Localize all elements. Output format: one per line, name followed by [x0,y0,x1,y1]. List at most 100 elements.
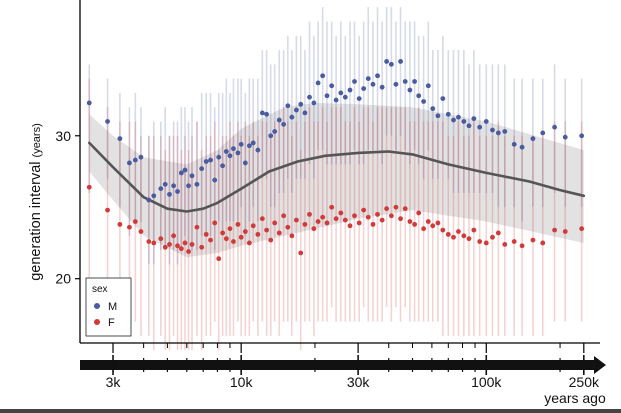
data-point-f [530,237,536,243]
data-point-m [430,106,436,112]
data-point-m [194,181,200,187]
trend-line [88,141,586,213]
data-point-f [398,216,403,222]
data-point-m [342,94,348,100]
data-point-f [393,204,399,210]
data-point-m [352,79,357,84]
data-point-f [511,239,517,244]
legend-label-f: F [108,317,115,329]
data-point-f [250,223,256,229]
data-point-f [440,227,446,233]
y-axis-label: generation interval(years) [28,123,44,281]
data-point-m [151,193,157,199]
data-point-m [272,129,278,134]
data-point-m [356,96,362,102]
data-point-m [167,191,172,197]
data-point-f [216,256,222,262]
data-point-m [388,61,394,67]
x-tick-label: 10k [230,374,254,390]
data-point-m [579,133,585,139]
data-point-f [361,207,367,213]
data-point-f [416,210,422,216]
data-point-m [220,163,226,169]
data-point-f [329,204,335,210]
data-point-f [451,234,456,240]
data-point-m [407,87,413,93]
data-point-m [162,181,168,187]
data-point-f [259,216,265,222]
data-point-m [268,133,274,139]
data-point-f [324,220,330,226]
data-point-f [298,250,304,256]
data-point-m [216,154,222,160]
data-point-f [189,241,195,247]
timeline-arrowhead [594,356,606,374]
legend-box [85,277,132,337]
data-point-f [158,236,164,242]
data-point-f [311,226,317,232]
data-point-f [425,219,431,224]
data-point-f [519,243,525,249]
data-point-m [445,111,451,117]
data-point-f [235,221,241,227]
x-tick-label: 3k [106,374,122,390]
data-point-m [264,111,270,117]
data-point-f [127,224,132,230]
data-point-m [379,84,385,90]
trend-layer [88,141,586,213]
data-point-m [451,117,456,123]
data-point-f [105,207,110,213]
data-point-f [456,229,461,234]
data-point-m [425,83,431,89]
data-point-f [208,237,213,243]
data-point-m [178,170,184,176]
data-point-f [502,241,508,247]
data-point-m [259,110,265,116]
data-point-m [186,183,191,189]
data-point-m [471,116,477,122]
data-point-m [208,157,213,163]
data-point-m [199,166,205,172]
data-point-m [182,167,188,173]
data-point-f [227,226,233,232]
data-point-f [246,240,252,246]
data-point-f [223,236,229,242]
data-point-f [186,249,191,254]
data-point-m [398,59,403,64]
data-point-m [189,173,195,179]
data-point-m [175,189,180,194]
data-point-m [311,100,317,106]
data-point-m [246,143,252,149]
data-point-m [132,157,138,163]
data-point-f [242,229,248,234]
data-point-f [342,217,348,223]
data-point-m [158,186,164,192]
data-point-f [302,221,308,227]
data-point-f [276,230,282,236]
data-point-f [151,240,157,246]
data-point-f [289,233,295,239]
data-point-m [416,93,422,99]
data-point-f [490,234,495,240]
data-point-m [298,101,304,107]
data-point-m [117,136,123,142]
data-point-m [361,86,367,92]
data-point-f [175,243,180,249]
data-point-f [86,184,92,190]
data-point-f [212,220,218,226]
data-point-f [384,206,389,212]
data-point-m [250,140,256,146]
data-point-m [242,160,248,166]
data-point-f [412,221,417,227]
data-point-f [370,221,376,227]
data-point-m [502,129,508,134]
data-point-m [456,114,461,120]
data-point-f [194,224,200,230]
data-point-f [162,244,168,250]
data-point-f [199,244,205,250]
data-point-m [562,134,568,140]
data-point-m [315,80,321,86]
x-tick-label: 100k [471,374,502,390]
data-point-f [338,210,344,216]
